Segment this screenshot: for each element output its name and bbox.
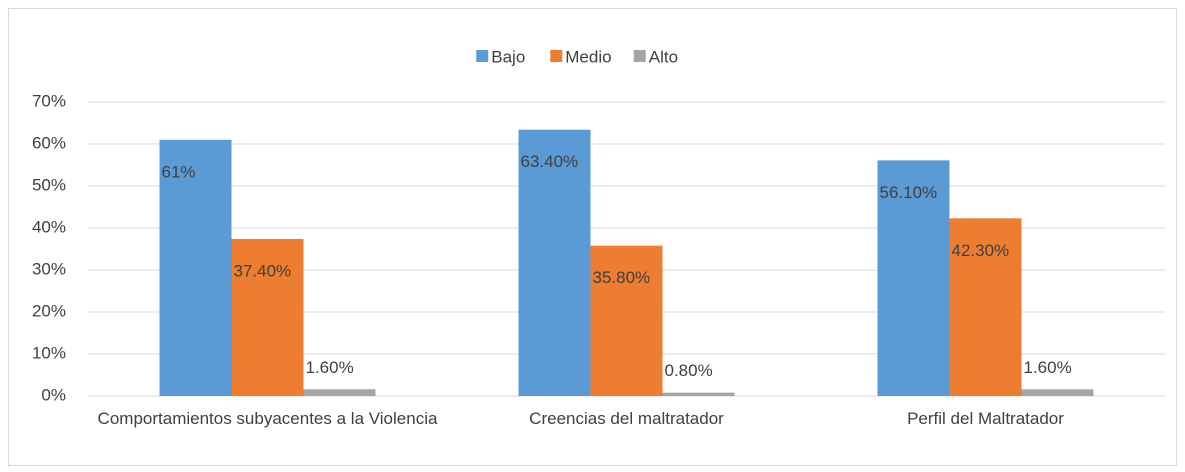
legend-swatch [550,50,563,62]
bar [877,160,950,396]
x-tick-label-box: Perfil del Maltratador [907,409,1064,428]
bar [231,238,304,396]
data-label: 61% [162,162,196,181]
y-tick-label: 70% [32,91,66,110]
legend-label: Alto [649,47,678,66]
data-label: 37.40% [234,261,292,280]
legend-swatch [633,50,646,62]
bar [1021,389,1094,396]
legend-label: Medio [565,47,611,66]
x-tick-label: Perfil del Maltratador [907,409,1064,428]
x-tick-label-box: Creencias del maltratador [529,409,724,428]
data-label: 35.80% [593,268,651,287]
y-tick-label: 20% [32,301,66,320]
bar [518,129,591,396]
y-tick-label: 30% [32,259,66,278]
bar [159,139,232,397]
data-label: 63.40% [521,152,579,171]
data-label: 0.80% [665,361,713,380]
bar [303,389,376,396]
data-label: 1.60% [1024,358,1072,377]
legend-swatch [476,50,489,62]
bar [949,218,1022,396]
y-tick-label: 50% [32,175,66,194]
data-label: 56.10% [880,183,938,202]
x-tick-label: Comportamientos subyacentes a la Violenc… [97,409,438,428]
data-label: 42.30% [952,241,1010,260]
x-tick-label-box: Comportamientos subyacentes a la Violenc… [97,409,438,428]
y-tick-label: 10% [32,343,66,362]
data-label: 1.60% [306,358,354,377]
bar [662,392,735,396]
y-tick-label: 60% [32,133,66,152]
legend-label: Bajo [491,47,525,66]
bar [590,245,663,396]
x-tick-label: Creencias del maltratador [529,409,724,428]
y-tick-label: 40% [32,217,66,236]
y-tick-label: 0% [41,385,66,404]
legend: Bajo Medio Alto [476,47,678,66]
